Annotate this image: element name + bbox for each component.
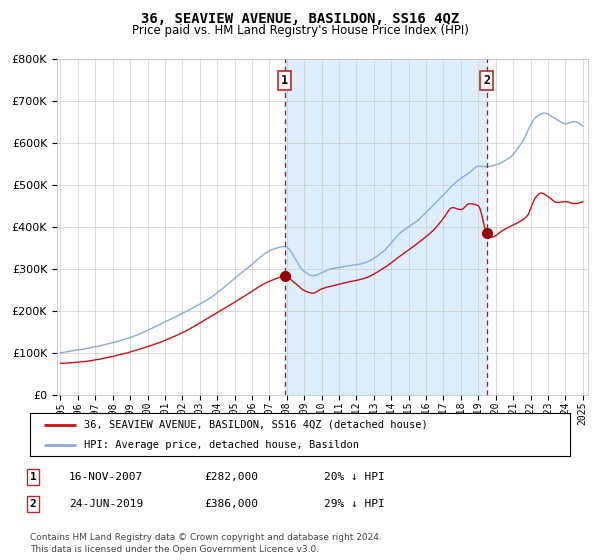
- Text: 24-JUN-2019: 24-JUN-2019: [69, 499, 143, 509]
- Text: £282,000: £282,000: [204, 472, 258, 482]
- Text: Price paid vs. HM Land Registry's House Price Index (HPI): Price paid vs. HM Land Registry's House …: [131, 24, 469, 37]
- Text: £386,000: £386,000: [204, 499, 258, 509]
- Text: 2: 2: [29, 499, 37, 509]
- Text: 1: 1: [29, 472, 37, 482]
- Text: 29% ↓ HPI: 29% ↓ HPI: [324, 499, 385, 509]
- Text: HPI: Average price, detached house, Basildon: HPI: Average price, detached house, Basi…: [84, 440, 359, 450]
- Text: 36, SEAVIEW AVENUE, BASILDON, SS16 4QZ: 36, SEAVIEW AVENUE, BASILDON, SS16 4QZ: [141, 12, 459, 26]
- Text: 1: 1: [281, 74, 288, 87]
- Text: 20% ↓ HPI: 20% ↓ HPI: [324, 472, 385, 482]
- Bar: [285, 59, 487, 395]
- Text: 36, SEAVIEW AVENUE, BASILDON, SS16 4QZ (detached house): 36, SEAVIEW AVENUE, BASILDON, SS16 4QZ (…: [84, 420, 428, 430]
- Text: Contains HM Land Registry data © Crown copyright and database right 2024.: Contains HM Land Registry data © Crown c…: [30, 533, 382, 542]
- Text: This data is licensed under the Open Government Licence v3.0.: This data is licensed under the Open Gov…: [30, 545, 319, 554]
- Text: 2: 2: [483, 74, 490, 87]
- Text: 16-NOV-2007: 16-NOV-2007: [69, 472, 143, 482]
